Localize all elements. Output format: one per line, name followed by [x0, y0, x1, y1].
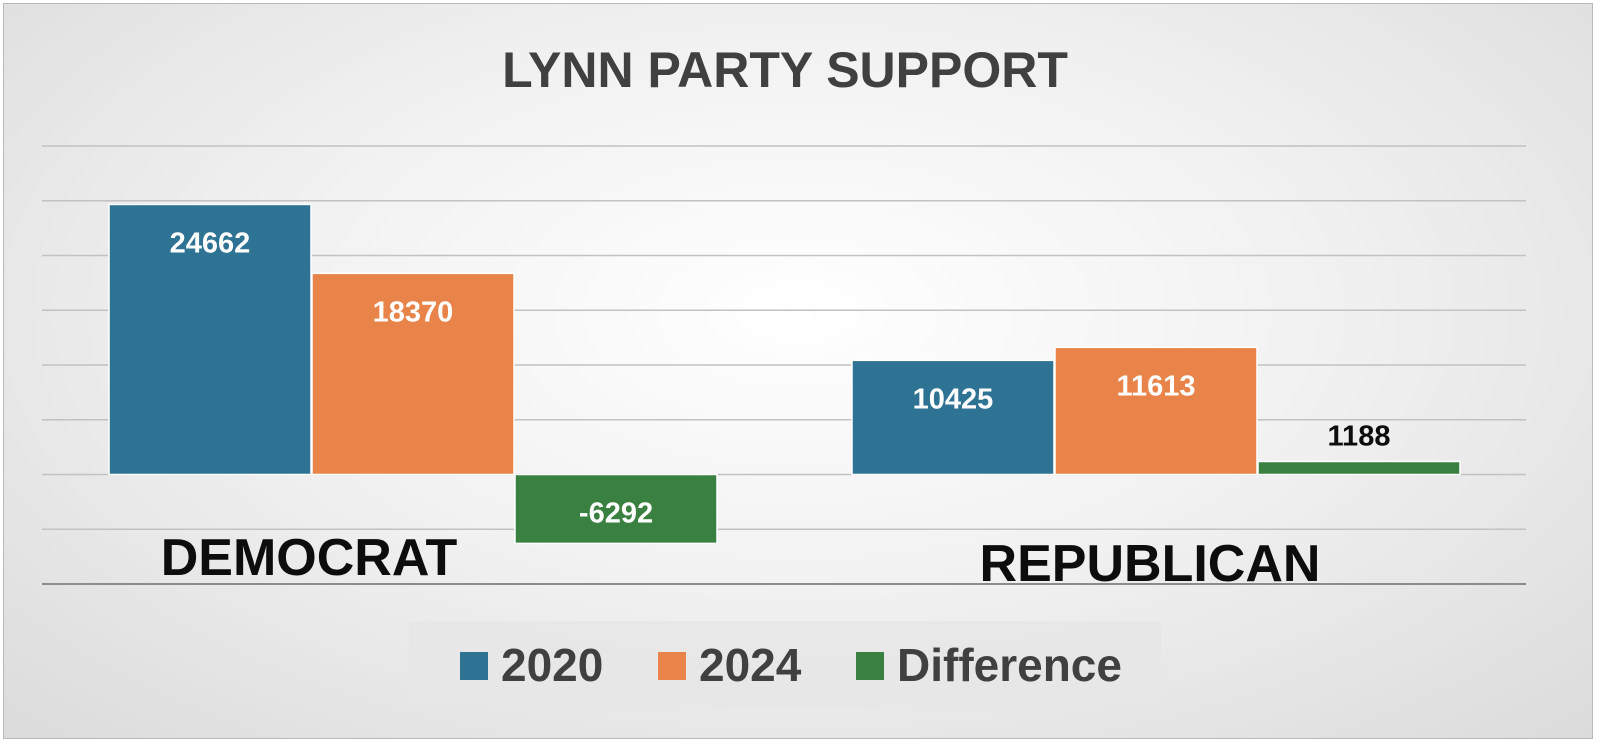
legend-label-2020: 2020	[501, 639, 603, 691]
data-label: 10425	[913, 383, 994, 415]
category-label-republican: REPUBLICAN	[980, 535, 1321, 593]
legend-swatch-2020	[460, 652, 488, 680]
data-label: -6292	[579, 498, 653, 530]
category-labels: DEMOCRAT REPUBLICAN	[161, 529, 1321, 593]
legend-label-difference: Difference	[897, 639, 1122, 691]
chart-title: LYNN PARTY SUPPORT	[502, 42, 1068, 98]
chart-plot: LYNN PARTY SUPPORT 24662 18370 -6292 10425 1…	[42, 42, 1526, 707]
chart-area: LYNN PARTY SUPPORT 24662 18370 -6292 10425 1…	[3, 3, 1593, 739]
data-label: 18370	[373, 296, 454, 328]
data-label: 1188	[1328, 420, 1391, 452]
bar-difference-democrat	[514, 473, 718, 545]
bar-2020-republican	[851, 359, 1055, 476]
data-label: 24662	[170, 227, 251, 259]
legend-label-2024: 2024	[699, 639, 802, 691]
legend: 2020 2024 Difference	[409, 621, 1161, 707]
bar-2020-democrat	[108, 203, 312, 476]
data-labels: 24662 18370 -6292 10425 11613 1188	[170, 227, 1391, 529]
bar-difference-republican	[1257, 460, 1461, 476]
legend-swatch-difference	[856, 652, 884, 680]
legend-swatch-2024	[658, 652, 686, 680]
data-label: 11613	[1116, 370, 1195, 402]
bar-2024-republican	[1054, 346, 1258, 476]
category-label-democrat: DEMOCRAT	[161, 529, 458, 587]
bars	[108, 203, 1461, 545]
bar-2024-democrat	[311, 272, 515, 476]
legend-box	[409, 621, 1161, 707]
